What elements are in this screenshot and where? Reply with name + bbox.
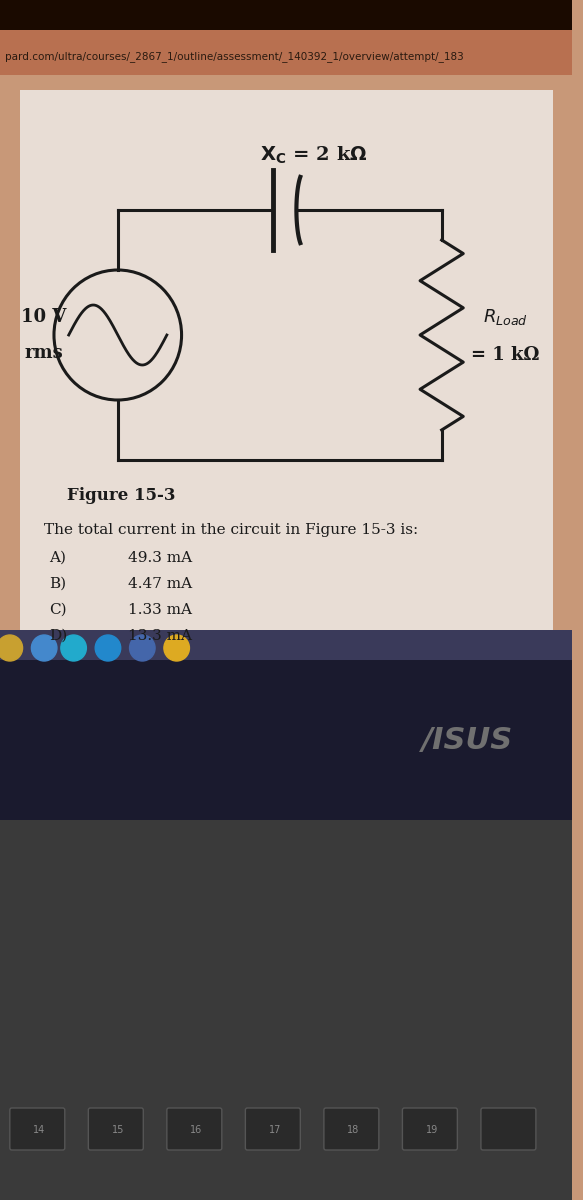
Text: C): C) xyxy=(49,602,66,617)
FancyBboxPatch shape xyxy=(0,74,572,635)
FancyBboxPatch shape xyxy=(0,30,572,74)
FancyBboxPatch shape xyxy=(245,1108,300,1150)
FancyBboxPatch shape xyxy=(481,1108,536,1150)
FancyBboxPatch shape xyxy=(0,820,572,1200)
Text: 4.47 mA: 4.47 mA xyxy=(128,577,192,590)
Text: 18: 18 xyxy=(347,1126,360,1135)
FancyBboxPatch shape xyxy=(324,1108,379,1150)
Text: A): A) xyxy=(49,551,66,565)
Text: 16: 16 xyxy=(190,1126,202,1135)
Text: 1.33 mA: 1.33 mA xyxy=(128,602,192,617)
FancyBboxPatch shape xyxy=(0,0,572,30)
FancyBboxPatch shape xyxy=(20,90,553,630)
Text: = 1 kΩ: = 1 kΩ xyxy=(471,346,540,364)
Circle shape xyxy=(95,635,121,661)
FancyBboxPatch shape xyxy=(0,660,572,820)
Text: 19: 19 xyxy=(426,1126,438,1135)
Text: B): B) xyxy=(49,577,66,590)
Text: $R_{Load}$: $R_{Load}$ xyxy=(483,307,528,326)
Text: Figure 15-3: Figure 15-3 xyxy=(66,486,175,504)
Circle shape xyxy=(31,635,57,661)
Text: The total current in the circuit in Figure 15-3 is:: The total current in the circuit in Figu… xyxy=(44,523,419,538)
Text: pard.com/ultra/courses/_2867_1/outline/assessment/_140392_1/overview/attempt/_18: pard.com/ultra/courses/_2867_1/outline/a… xyxy=(5,52,463,62)
Circle shape xyxy=(61,635,86,661)
Circle shape xyxy=(129,635,155,661)
Text: 10 V: 10 V xyxy=(22,308,67,326)
Text: 17: 17 xyxy=(269,1126,281,1135)
Text: rms: rms xyxy=(25,344,64,362)
Circle shape xyxy=(164,635,189,661)
Text: 14: 14 xyxy=(33,1126,45,1135)
Circle shape xyxy=(0,635,23,661)
FancyBboxPatch shape xyxy=(0,630,572,660)
FancyBboxPatch shape xyxy=(167,1108,222,1150)
Text: 13.3 mA: 13.3 mA xyxy=(128,629,192,643)
FancyBboxPatch shape xyxy=(402,1108,458,1150)
FancyBboxPatch shape xyxy=(10,1108,65,1150)
Text: $\mathbf{X_C}$ = 2 k$\mathbf{\Omega}$: $\mathbf{X_C}$ = 2 k$\mathbf{\Omega}$ xyxy=(260,144,368,166)
FancyBboxPatch shape xyxy=(89,1108,143,1150)
Text: D): D) xyxy=(49,629,67,643)
Text: 15: 15 xyxy=(111,1126,124,1135)
Text: 49.3 mA: 49.3 mA xyxy=(128,551,192,565)
Text: /ISUS: /ISUS xyxy=(422,726,513,755)
